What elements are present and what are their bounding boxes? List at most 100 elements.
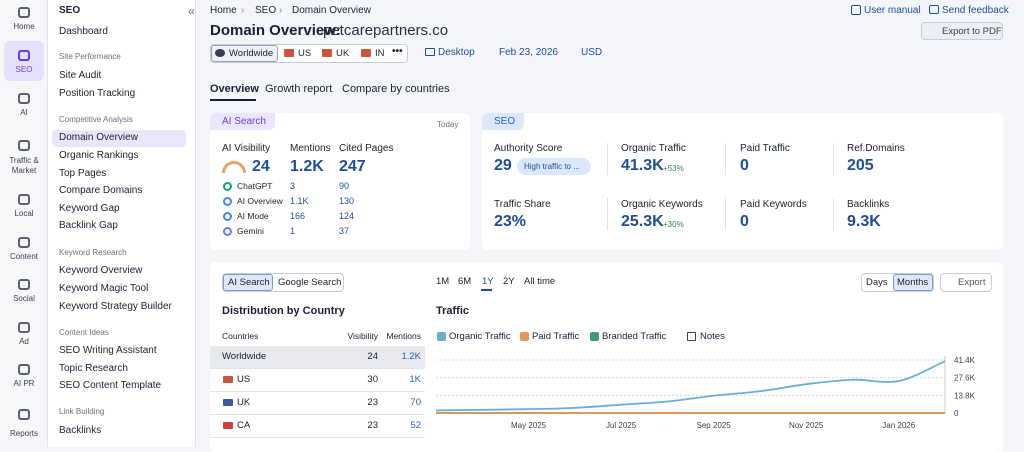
metric-value[interactable]: 41.3K (621, 157, 664, 174)
rail-label[interactable]: AI (20, 108, 28, 117)
rail-icon[interactable] (18, 322, 30, 333)
granularity-option[interactable]: Months (897, 277, 929, 288)
rail-icon[interactable] (18, 194, 30, 205)
sidebar-item[interactable]: Keyword Gap (59, 203, 120, 214)
engine-cited[interactable]: 37 (339, 226, 350, 236)
sidebar-item[interactable]: Domain Overview (59, 132, 138, 143)
metric-value[interactable]: 9.3K (847, 213, 881, 230)
region-option[interactable]: UK (336, 48, 350, 59)
region-option[interactable]: Worldwide (229, 48, 274, 59)
engine-mentions[interactable]: 1.1K (290, 196, 309, 206)
breadcrumb[interactable]: Home (210, 5, 237, 16)
legend-entry[interactable]: Paid Traffic (532, 331, 580, 342)
rail-label[interactable]: Home (13, 22, 35, 31)
row-divider (210, 437, 425, 438)
rail-label[interactable]: Local (14, 209, 34, 218)
sidebar-item[interactable]: Site Audit (59, 70, 102, 81)
sidebar-item[interactable]: Keyword Magic Tool (59, 283, 149, 294)
sidebar-item[interactable]: Organic Rankings (59, 150, 139, 161)
notes-button[interactable]: Notes (700, 331, 725, 342)
rail-icon[interactable] (18, 50, 30, 61)
metric-value[interactable]: 0 (740, 213, 749, 230)
device-select[interactable]: Desktop (438, 47, 475, 58)
row-divider (210, 368, 425, 369)
tab[interactable]: Growth report (265, 83, 333, 95)
metric-value[interactable]: 29 (494, 157, 512, 174)
export-button[interactable]: Export (940, 273, 992, 292)
tab[interactable]: Overview (210, 83, 259, 95)
period-option[interactable]: 2Y (503, 276, 515, 287)
rail-label[interactable]: Social (13, 294, 35, 303)
source-option[interactable]: AI Search (228, 277, 270, 288)
period-option[interactable]: All time (524, 276, 556, 287)
sidebar-item[interactable]: Top Pages (59, 168, 107, 179)
rail-label[interactable]: Content (9, 252, 39, 261)
rail-icon[interactable] (18, 409, 30, 420)
legend-entry[interactable]: Organic Traffic (449, 331, 511, 342)
region-option[interactable]: IN (375, 48, 385, 59)
rail-icon[interactable] (18, 93, 30, 104)
legend-entry[interactable]: Branded Traffic (602, 331, 667, 342)
domain[interactable]: petcarepartners.co (323, 22, 449, 39)
sidebar-heading: Competitive Analysis (59, 115, 133, 124)
engine-cited[interactable]: 130 (339, 196, 355, 206)
sidebar-item[interactable]: Compare Domains (59, 185, 143, 196)
rail-icon[interactable] (18, 364, 30, 375)
engine-mentions[interactable]: 166 (290, 211, 306, 221)
country-mentions[interactable]: 70 (410, 397, 421, 408)
rail-icon[interactable] (18, 279, 30, 290)
engine-name: Gemini (237, 226, 264, 236)
currency-select[interactable]: USD (581, 47, 603, 58)
metric-value[interactable]: 0 (740, 157, 749, 174)
engine-mentions[interactable]: 3 (290, 181, 296, 191)
sidebar-item[interactable]: Dashboard (59, 26, 108, 37)
sidebar-item[interactable]: Keyword Overview (59, 265, 143, 276)
period-option[interactable]: 1Y (482, 276, 494, 287)
source-option[interactable]: Google Search (278, 277, 342, 288)
rail-label[interactable]: AI PR (13, 379, 35, 388)
sidebar-item[interactable]: Topic Research (59, 363, 128, 374)
authority-note[interactable]: High traffic to ... (517, 158, 591, 175)
metric-value[interactable]: 205 (847, 157, 874, 174)
legend-checkbox[interactable] (437, 332, 446, 341)
breadcrumb[interactable]: SEO (255, 5, 277, 16)
header-link[interactable]: Send feedback (942, 5, 1009, 16)
granularity-option[interactable]: Days (866, 277, 888, 288)
rail-label[interactable]: SEO (15, 65, 33, 74)
sidebar-item[interactable]: Keyword Strategy Builder (59, 301, 172, 312)
engine-cited[interactable]: 90 (339, 181, 350, 191)
rail-label[interactable]: Reports (9, 429, 38, 438)
header-link[interactable]: User manual (864, 5, 921, 16)
rail-icon[interactable] (18, 237, 30, 248)
period-option[interactable]: 6M (458, 276, 472, 287)
metric-value[interactable]: 25.3K (621, 213, 664, 230)
sidebar-item[interactable]: Backlinks (59, 425, 102, 436)
metric-label: Authority Score (494, 143, 563, 154)
engine-mentions[interactable]: 1 (290, 226, 296, 236)
country-mentions[interactable]: 1K (409, 374, 421, 385)
export-pdf-button[interactable]: Export to PDF (921, 22, 1003, 40)
metric-value[interactable]: 23% (494, 213, 527, 230)
sidebar-item[interactable]: SEO Writing Assistant (59, 345, 157, 356)
sidebar-item[interactable]: SEO Content Template (59, 380, 162, 391)
legend-checkbox[interactable] (520, 332, 529, 341)
rail-icon[interactable] (18, 7, 30, 18)
country-mentions[interactable]: 1.2K (401, 351, 421, 362)
tab[interactable]: Compare by countries (342, 83, 450, 95)
sidebar-item[interactable]: Position Tracking (59, 88, 136, 99)
more-button[interactable]: ••• (392, 46, 403, 57)
sidebar-item[interactable]: Backlink Gap (59, 220, 118, 231)
region-option[interactable]: US (298, 48, 312, 59)
rail-label[interactable]: Traffic & Market (9, 156, 39, 175)
date-select[interactable]: Feb 23, 2026 (499, 47, 558, 58)
flag (223, 422, 233, 429)
country-name: Worldwide (222, 351, 267, 362)
rail-label[interactable]: Ad (19, 337, 29, 346)
period-option[interactable]: 1M (436, 276, 450, 287)
collapse-button[interactable]: « (188, 4, 195, 18)
country-mentions[interactable]: 52 (410, 420, 421, 431)
engine-cited[interactable]: 124 (339, 211, 355, 221)
legend-checkbox[interactable] (590, 332, 599, 341)
rail-icon[interactable] (18, 140, 30, 151)
tab-underline (210, 99, 256, 101)
